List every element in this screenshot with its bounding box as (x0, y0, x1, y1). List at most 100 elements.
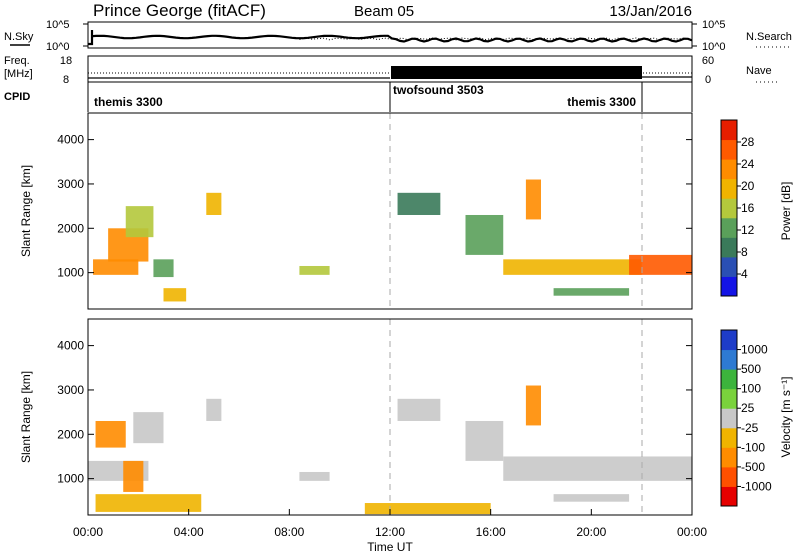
noise-tick-top-right: 10^5 (702, 19, 726, 31)
echo-region-12 (629, 254, 692, 275)
colorbar-tick-label-3: 25 (741, 401, 755, 415)
echo-region-7 (397, 398, 441, 421)
colorbar-tick-label-0: 1000 (741, 343, 768, 357)
colorbar-swatch-1 (721, 466, 737, 487)
colorbar-swatch-6 (721, 369, 737, 390)
cpid-segment-1: themis 3300 (94, 95, 163, 109)
echo-region-8 (465, 420, 504, 461)
echo-region-8 (465, 214, 504, 255)
freq-tick-top: 18 (60, 55, 72, 67)
noise-strip: 10^5 10^0 10^5 10^0 N.Sky N.Search (4, 19, 792, 53)
nsearch-trace (299, 37, 691, 41)
cpid-label: CPID (4, 91, 30, 103)
velocity-y-axis: 1000 2000 3000 4000 (57, 339, 692, 486)
colorbar-tick-label-6: 4 (741, 267, 748, 281)
power-panel: 1000 2000 3000 4000 Slant Range [km] (19, 112, 693, 310)
cpid-segment-3: themis 3300 (567, 95, 636, 109)
cpid-segment-2: twofsound 3503 (393, 83, 484, 97)
y-tick-label-3: 4000 (57, 339, 84, 353)
nsky-trace (88, 30, 693, 46)
colorbar-swatch-7 (721, 349, 737, 370)
y-tick-label-3: 4000 (57, 133, 84, 147)
colorbar-tick-label-4: 12 (741, 223, 755, 237)
colorbar-frame (720, 329, 738, 507)
echo-region-4 (95, 494, 202, 512)
power-colorbar: 28 24 20 16 12 8 4 (720, 119, 755, 297)
time-x-axis: 00:00 04:00 08:00 12:00 16:00 20:00 00:00 (73, 509, 707, 539)
noise-tick-top-left: 10^5 (46, 19, 70, 31)
x-tick-label-3: 12:00 (375, 525, 405, 539)
colorbar-swatch-0 (721, 276, 737, 297)
nsky-label: N.Sky (4, 31, 34, 43)
nave-tick-bottom: 0 (705, 74, 711, 86)
colorbar-swatch-4 (721, 198, 737, 219)
x-tick-label-4: 16:00 (476, 525, 506, 539)
beam-title: Beam 05 (354, 3, 414, 20)
y-tick-label-2: 3000 (57, 383, 84, 397)
y-tick-label-2: 3000 (57, 177, 84, 191)
echo-region-9 (503, 456, 692, 481)
colorbar-swatch-2 (721, 237, 737, 258)
echo-region-6 (299, 265, 330, 275)
colorbar-swatch-8 (721, 330, 737, 351)
noise-tick-bottom-right: 10^0 (702, 41, 726, 53)
colorbar-swatch-6 (721, 159, 737, 180)
echo-region-2 (123, 460, 144, 492)
colorbar-tick-label-5: 8 (741, 245, 748, 259)
power-y-axis: 1000 2000 3000 4000 (57, 133, 692, 280)
velocity-colorbar: 1000 500 100 25 -25 -100 -500 -1000 (720, 329, 772, 507)
echo-region-9 (503, 259, 642, 275)
x-tick-label-0: 00:00 (73, 525, 103, 539)
nave-block (391, 66, 642, 79)
colorbar-tick-label-4: -25 (741, 421, 759, 435)
echo-region-0 (93, 259, 139, 275)
colorbar-tick-label-2: 100 (741, 382, 761, 396)
x-tick-label-5: 20:00 (576, 525, 606, 539)
velocity-data-layer (88, 385, 692, 515)
station-title: Prince George (fitACF) (93, 1, 266, 20)
power-ylabel: Slant Range [km] (19, 165, 33, 257)
echo-region-10 (525, 179, 541, 220)
y-tick-label-0: 1000 (57, 472, 84, 486)
freq-unit-label: [MHz] (4, 68, 33, 80)
colorbar-swatch-4 (721, 408, 737, 429)
nave-tick-top: 60 (702, 55, 714, 67)
colorbar-tick-label-7: -1000 (741, 479, 772, 493)
time-xlabel: Time UT (367, 540, 413, 554)
echo-region-5 (206, 398, 222, 421)
echo-region-6 (299, 471, 330, 481)
velocity-colorbar-label: Velocity [m s⁻¹] (779, 376, 793, 457)
power-colorbar-label: Power [dB] (779, 182, 793, 241)
colorbar-swatch-3 (721, 427, 737, 448)
velocity-ylabel: Slant Range [km] (19, 371, 33, 463)
colorbar-tick-label-2: 20 (741, 179, 755, 193)
cpid-strip: CPID themis 3300 twofsound 3503 themis 3… (4, 82, 693, 112)
colorbar-swatch-3 (721, 217, 737, 238)
colorbar-tick-label-3: 16 (741, 201, 755, 215)
echo-region-3 (133, 412, 164, 444)
colorbar-tick-label-6: -500 (741, 460, 765, 474)
power-data-layer (93, 179, 692, 302)
nave-label: Nave (746, 65, 772, 77)
colorbar-swatch-8 (721, 120, 737, 141)
nsearch-label: N.Search (746, 31, 792, 43)
echo-region-10 (525, 385, 541, 426)
y-tick-label-1: 2000 (57, 427, 84, 441)
colorbar-tick-label-0: 28 (741, 135, 755, 149)
colorbar-swatch-0 (721, 486, 737, 507)
noise-tick-bottom-left: 10^0 (46, 41, 70, 53)
colorbar-tick-label-1: 500 (741, 362, 761, 376)
y-tick-label-0: 1000 (57, 266, 84, 280)
colorbar-swatch-7 (721, 139, 737, 160)
echo-region-2 (125, 206, 154, 238)
echo-region-12 (364, 503, 491, 515)
colorbar-tick-label-1: 24 (741, 157, 755, 171)
echo-region-11 (553, 494, 630, 502)
echo-region-5 (206, 192, 222, 215)
echo-region-3 (153, 259, 174, 278)
freq-tick-bottom: 8 (63, 74, 69, 86)
echo-region-11 (553, 288, 630, 296)
x-tick-label-1: 04:00 (174, 525, 204, 539)
velocity-panel: 1000 2000 3000 4000 Slant Range [km] 00:00 0… (19, 318, 707, 554)
